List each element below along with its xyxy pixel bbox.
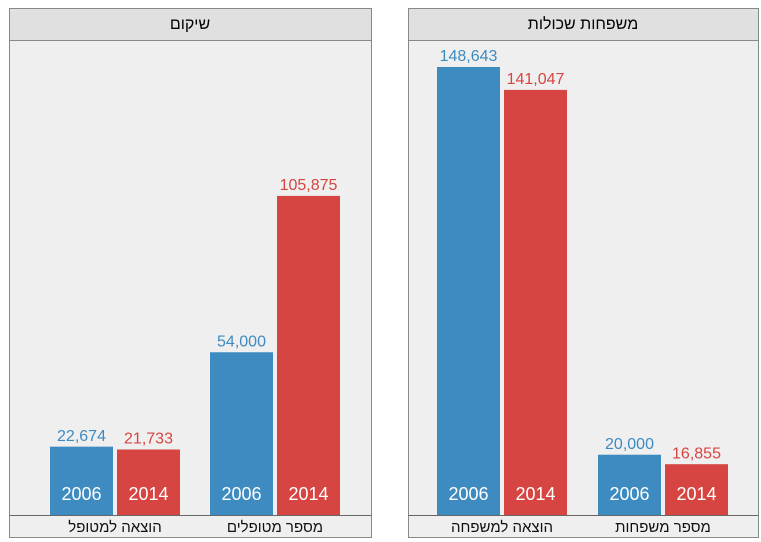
bar-year-label: 2014 bbox=[288, 484, 328, 504]
bar-value-label: 20,000 bbox=[605, 436, 654, 453]
bar-value-label: 148,643 bbox=[440, 48, 498, 65]
bar bbox=[117, 449, 180, 515]
bar bbox=[665, 464, 728, 515]
bar-value-label: 54,000 bbox=[217, 333, 266, 350]
x-tick-label: מספר משפחות bbox=[615, 519, 711, 536]
bar-value-label: 141,047 bbox=[507, 71, 565, 88]
bar-year-label: 2006 bbox=[448, 484, 488, 504]
bar bbox=[437, 67, 500, 515]
bar bbox=[277, 195, 340, 515]
bar-value-label: 16,855 bbox=[672, 445, 721, 462]
bar-value-label: 22,674 bbox=[57, 428, 106, 445]
bar-year-label: 2006 bbox=[221, 484, 261, 504]
panel-title: שיקום bbox=[170, 16, 210, 33]
bar-year-label: 2014 bbox=[676, 484, 716, 504]
panel-header bbox=[9, 8, 372, 41]
bar bbox=[598, 454, 661, 515]
x-tick-label: מספר מטופלים bbox=[227, 519, 323, 536]
x-tick-label: הוצאה למשפחה bbox=[451, 519, 553, 536]
bar bbox=[504, 89, 567, 515]
panel-header bbox=[408, 8, 759, 41]
x-tick-label: הוצאה למטופל bbox=[68, 519, 161, 536]
bar-year-label: 2014 bbox=[128, 484, 168, 504]
bar-year-label: 2014 bbox=[515, 484, 555, 504]
bar-value-label: 21,733 bbox=[124, 431, 173, 448]
bar bbox=[210, 352, 273, 515]
bar-year-label: 2006 bbox=[609, 484, 649, 504]
bar-year-label: 2006 bbox=[61, 484, 101, 504]
bar bbox=[50, 446, 113, 515]
panel-title: משפחות שכולות bbox=[528, 15, 638, 33]
bar-value-label: 105,875 bbox=[280, 177, 338, 194]
